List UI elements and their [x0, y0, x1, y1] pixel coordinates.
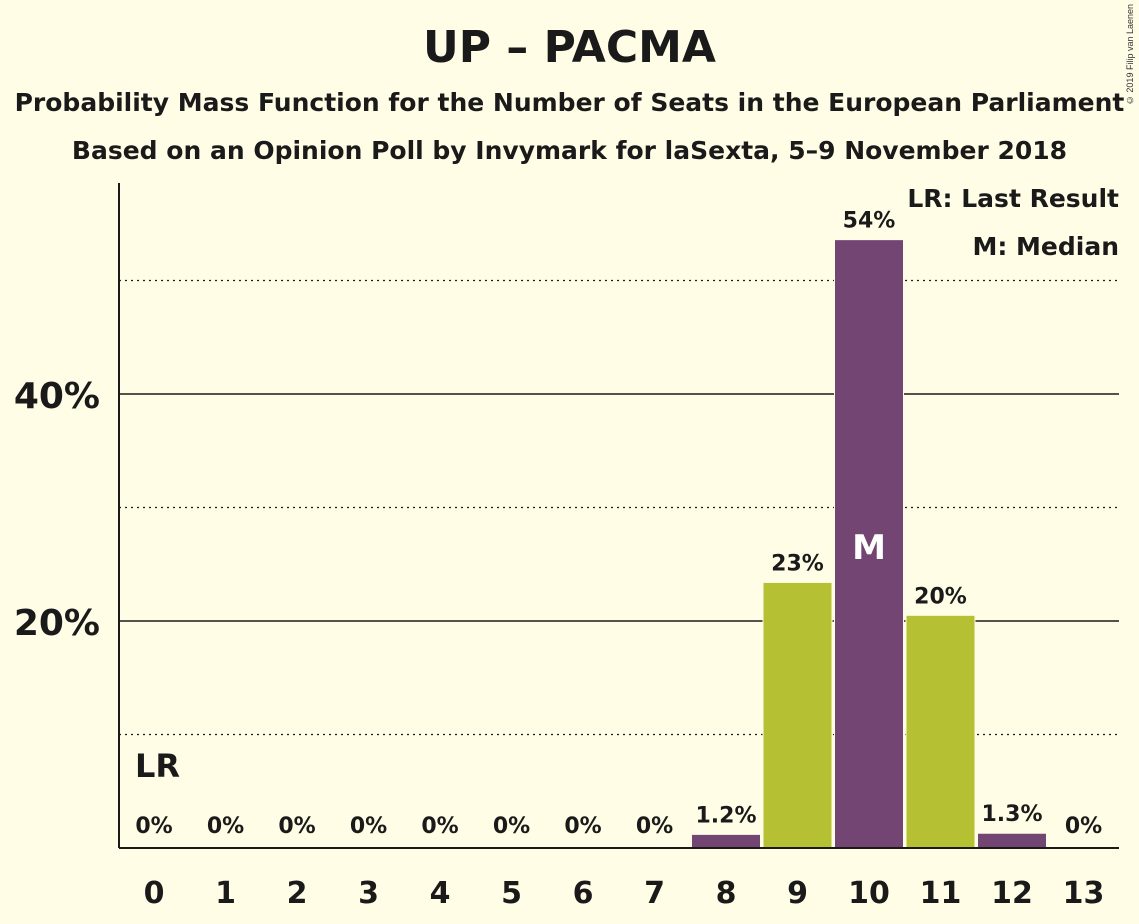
x-tick-label: 1	[215, 876, 236, 911]
data-label: 0%	[135, 814, 172, 839]
data-labels: 0% 0% 0% 0% 0% 0% 0% 0% 1.2% 23% 54% 20% 1.3% 0% M LR	[135, 209, 1102, 839]
chart-subtitle: Probability Mass Function for the Number…	[14, 88, 1125, 117]
x-tick-label: 11	[920, 876, 962, 911]
x-tick-label: 9	[787, 876, 808, 911]
last-result-marker: LR	[135, 747, 180, 785]
x-tick-label: 12	[991, 876, 1033, 911]
x-tick-label: 6	[573, 876, 594, 911]
data-label: 1.2%	[695, 803, 756, 828]
chart-title: UP – PACMA	[422, 22, 716, 73]
legend-last-result: LR: Last Result	[907, 184, 1119, 213]
bar	[905, 614, 976, 849]
chart-subtitle-source: Based on an Opinion Poll by Invymark for…	[71, 136, 1068, 165]
y-tick-label: 20%	[14, 603, 100, 644]
data-label: 0%	[1065, 814, 1102, 839]
x-tick-label: 0	[144, 876, 165, 911]
data-label: 0%	[207, 814, 244, 839]
bar	[977, 832, 1047, 849]
data-label: 54%	[843, 209, 896, 234]
data-label: 23%	[771, 551, 824, 576]
x-tick-label: 10	[848, 876, 890, 911]
data-label: 0%	[350, 814, 387, 839]
legend-median: M: Median	[972, 232, 1119, 261]
bar	[834, 239, 904, 849]
data-label: 0%	[421, 814, 458, 839]
median-marker: M	[852, 528, 886, 568]
x-tick-label: 3	[358, 876, 379, 911]
bar	[762, 581, 833, 849]
x-tick-label: 8	[716, 876, 737, 911]
bar	[691, 833, 761, 849]
x-tick-label: 5	[501, 876, 522, 911]
data-label: 0%	[278, 814, 315, 839]
bars	[691, 239, 1047, 849]
data-label: 0%	[564, 814, 601, 839]
x-tick-label: 13	[1063, 876, 1105, 911]
x-tick-label: 2	[287, 876, 308, 911]
data-label: 1.3%	[981, 802, 1042, 827]
data-label: 0%	[493, 814, 530, 839]
data-label: 0%	[636, 814, 673, 839]
axes: 20%40%0 1 2 3 4 5 6 7 8 9 10 11 12 13	[14, 183, 1119, 911]
x-tick-label: 4	[430, 876, 451, 911]
x-tick-label: 7	[644, 876, 665, 911]
y-tick-label: 40%	[14, 376, 100, 417]
data-label: 20%	[914, 584, 967, 609]
